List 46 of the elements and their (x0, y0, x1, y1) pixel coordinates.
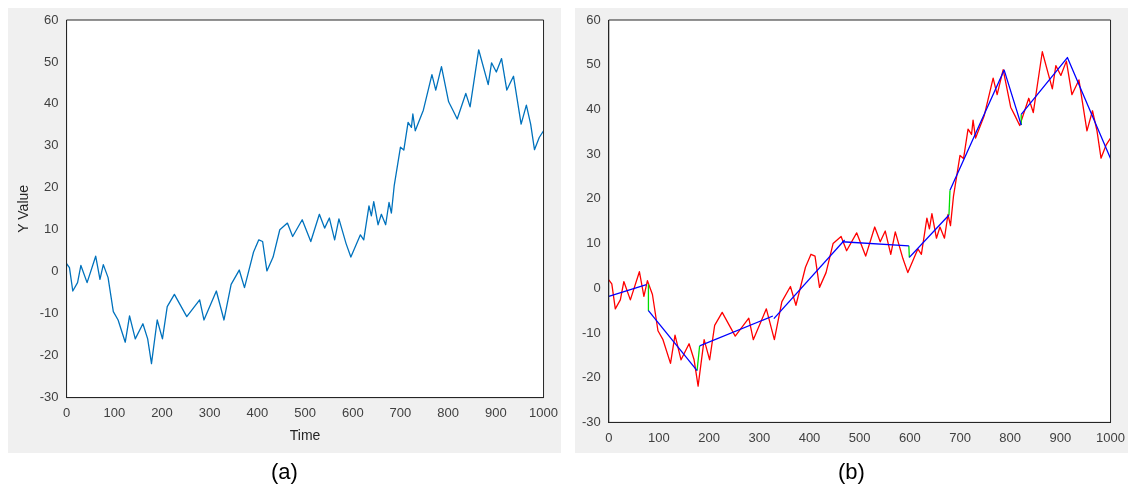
y-tick-label: -10 (581, 324, 601, 340)
x-tick-label: 700 (949, 429, 971, 445)
x-tick-label: 400 (246, 404, 269, 420)
y-tick-label: 10 (586, 235, 601, 251)
y-tick-label: 30 (586, 145, 601, 161)
x-axis-title: Time (289, 427, 321, 444)
y-tick-label: 30 (44, 137, 59, 153)
y-tick-label: 50 (586, 56, 601, 72)
x-tick-label: 500 (294, 404, 316, 420)
y-tick-label: 50 (44, 53, 59, 69)
y-tick-label: -10 (39, 305, 59, 321)
y-tick-label: 0 (51, 263, 59, 279)
x-tick-label: 0 (62, 404, 71, 420)
y-tick-label: 60 (44, 11, 59, 27)
y-tick-label: 20 (586, 190, 601, 206)
y-tick-label: 40 (44, 95, 59, 111)
text: (a) (271, 459, 298, 485)
x-tick-label: 900 (484, 404, 507, 420)
y-tick-label: 0 (593, 279, 601, 295)
x-tick-label: 200 (151, 404, 173, 420)
x-tick-label: 1000 (1096, 429, 1125, 445)
y-tick-label: 60 (586, 11, 601, 27)
y-tick-label: 10 (44, 221, 59, 237)
y-axis-title: Y Value (15, 184, 32, 233)
x-tick-label: 700 (389, 404, 412, 420)
x-tick-label: 500 (848, 429, 871, 445)
x-tick-label: 0 (605, 429, 613, 445)
x-tick-label: 300 (198, 404, 221, 420)
x-tick-label: 800 (999, 429, 1022, 445)
x-tick-label: 800 (437, 404, 459, 420)
x-tick-label: 300 (748, 429, 771, 445)
x-tick-label: 1000 (529, 404, 558, 420)
x-tick-label: 600 (341, 404, 364, 420)
y-tick-label: 40 (586, 101, 601, 116)
y-tick-label: 20 (44, 179, 59, 195)
x-tick-label: 200 (698, 429, 720, 445)
y-tick-label: -20 (581, 369, 601, 385)
y-tick-label: -30 (581, 413, 601, 429)
x-tick-label: 900 (1049, 429, 1072, 445)
text: (b) (838, 459, 865, 485)
x-tick-label: 100 (103, 404, 126, 420)
x-tick-label: 100 (648, 429, 670, 445)
y-tick-label: -20 (39, 347, 59, 363)
y-tick-label: -30 (39, 389, 59, 405)
x-tick-label: 400 (798, 429, 821, 445)
x-tick-label: 600 (898, 429, 921, 445)
